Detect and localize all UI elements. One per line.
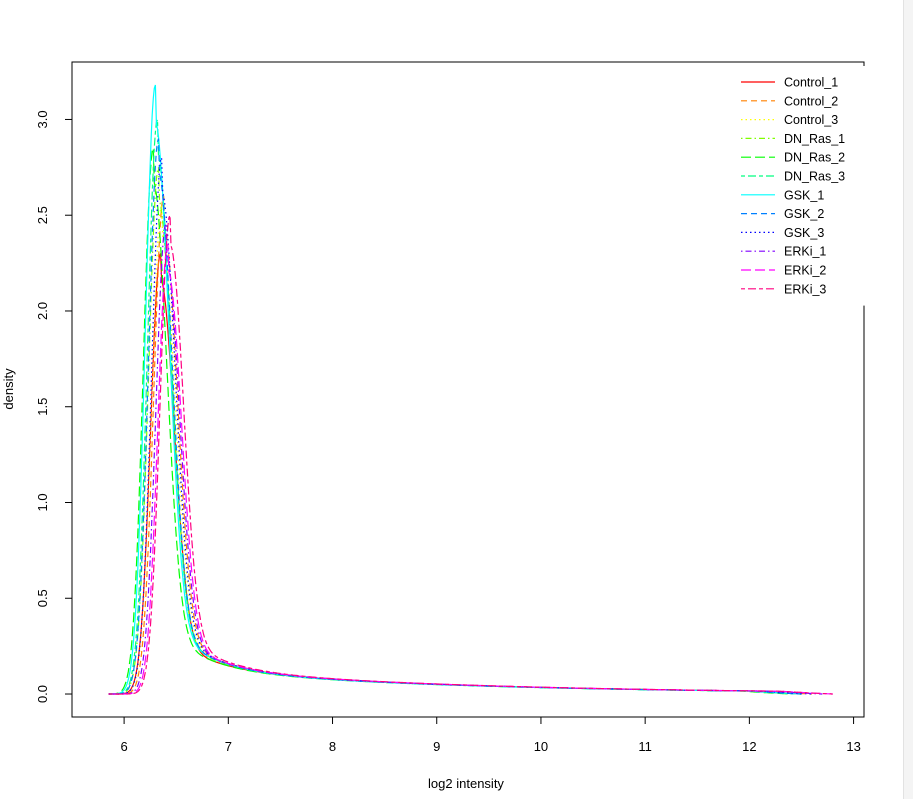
series-line-dn-ras-1 bbox=[108, 167, 802, 695]
y-tick-label: 1.5 bbox=[35, 398, 50, 416]
series-line-erki-2 bbox=[108, 243, 833, 695]
legend-label: ERKi_2 bbox=[784, 264, 826, 278]
x-tick-label: 11 bbox=[638, 739, 652, 754]
x-tick-label: 12 bbox=[742, 739, 756, 754]
y-tick-label: 0.5 bbox=[35, 589, 50, 607]
x-axis: 6 7 8 9 10 11 12 13 bbox=[120, 716, 861, 754]
legend-label: Control_3 bbox=[784, 113, 838, 127]
series-curves bbox=[108, 84, 833, 695]
series-line-control-3 bbox=[108, 205, 802, 695]
x-tick-label: 6 bbox=[120, 739, 127, 754]
y-tick-label: 0.0 bbox=[35, 685, 50, 703]
x-tick-label: 13 bbox=[846, 739, 860, 754]
series-line-dn-ras-3 bbox=[108, 119, 802, 695]
series-line-control-1 bbox=[108, 253, 802, 695]
series-line-control-2 bbox=[108, 195, 812, 695]
y-tick-label: 2.0 bbox=[35, 302, 50, 320]
right-scrollbar[interactable] bbox=[903, 0, 913, 799]
legend-label: GSK_2 bbox=[784, 207, 824, 221]
y-axis: 0.0 0.5 1.0 1.5 2.0 2.5 3.0 bbox=[35, 110, 73, 703]
y-axis-label: density bbox=[1, 368, 16, 410]
legend-label: DN_Ras_2 bbox=[784, 151, 845, 165]
legend-label: GSK_3 bbox=[784, 226, 824, 240]
x-tick-label: 10 bbox=[534, 739, 548, 754]
legend-label: Control_1 bbox=[784, 76, 838, 90]
legend-label: Control_2 bbox=[784, 94, 838, 108]
y-tick-label: 2.5 bbox=[35, 206, 50, 224]
series-line-gsk-1 bbox=[108, 84, 802, 695]
series-line-gsk-3 bbox=[108, 157, 812, 695]
x-tick-label: 7 bbox=[225, 739, 232, 754]
legend-label: GSK_1 bbox=[784, 188, 824, 202]
legend-box bbox=[730, 66, 870, 306]
series-line-gsk-2 bbox=[108, 138, 802, 695]
series-line-dn-ras-2 bbox=[108, 147, 792, 695]
x-tick-label: 8 bbox=[329, 739, 336, 754]
legend: Control_1 Control_2 Control_3 DN_Ras_1 DN_Ra… bbox=[730, 66, 870, 306]
legend-label: ERKi_3 bbox=[784, 282, 826, 296]
series-line-erki-1 bbox=[108, 224, 823, 695]
legend-label: DN_Ras_3 bbox=[784, 170, 845, 184]
x-tick-label: 9 bbox=[433, 739, 440, 754]
y-tick-label: 3.0 bbox=[35, 110, 50, 128]
series-line-erki-3 bbox=[108, 214, 833, 695]
legend-label: DN_Ras_1 bbox=[784, 132, 845, 146]
y-tick-label: 1.0 bbox=[35, 493, 50, 511]
x-axis-label: log2 intensity bbox=[428, 776, 504, 791]
legend-label: ERKi_1 bbox=[784, 245, 826, 259]
